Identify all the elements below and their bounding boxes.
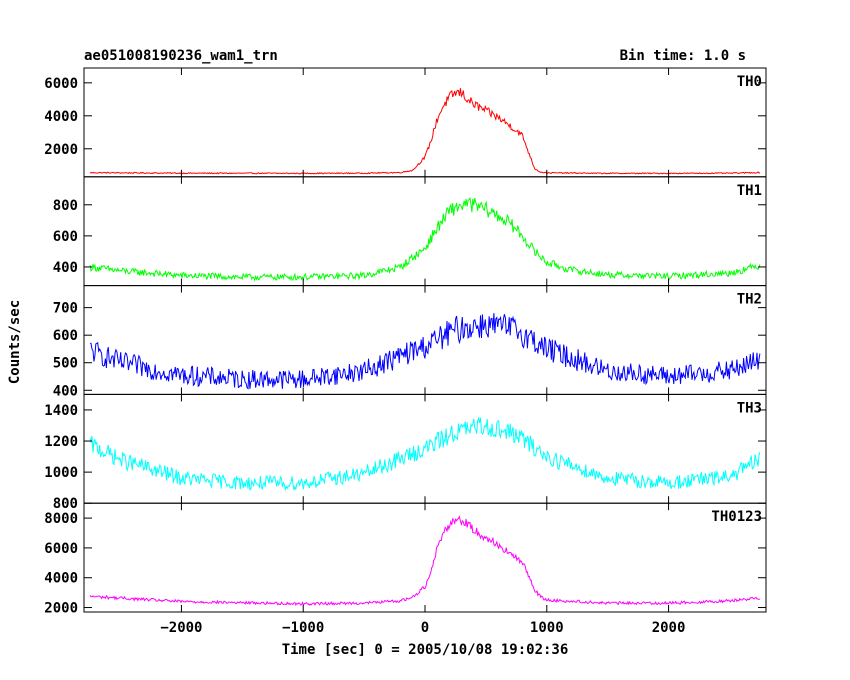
- x-tick-label: −2000: [160, 620, 202, 636]
- y-tick-label: 6000: [44, 541, 78, 557]
- panel-th1: 400 600 800 TH1: [53, 176, 767, 287]
- panel-th3: 800 1000 1200 1400 TH3: [44, 393, 767, 512]
- y-tick-label: 400: [53, 383, 78, 399]
- y-tick-label: 8000: [44, 511, 78, 527]
- y-tick-label: 800: [53, 198, 78, 214]
- y-tick-label: 1400: [44, 403, 78, 419]
- series-th2: [90, 313, 761, 390]
- panel-frame: [83, 176, 767, 287]
- y-tick-label: 6000: [44, 76, 78, 92]
- series-th1: [89, 196, 761, 282]
- y-tick-label: 1000: [44, 465, 78, 481]
- panel-th0123: 2000 4000 6000 8000 TH0123: [44, 502, 767, 617]
- panel-label: TH3: [737, 400, 762, 416]
- x-axis: −2000 −1000 0 1000 2000: [160, 620, 685, 636]
- y-tick-label: 4000: [44, 571, 78, 587]
- series-th3: [89, 416, 761, 492]
- panel-label: TH0: [737, 74, 762, 90]
- y-tick-label: 600: [53, 229, 78, 245]
- x-tick-label: 0: [421, 620, 429, 636]
- y-tick-label: 4000: [44, 109, 78, 125]
- panel-label: TH0123: [711, 509, 762, 525]
- series-th0123: [89, 515, 761, 607]
- y-tick-label: 2000: [44, 601, 78, 617]
- panels-group: 2000 4000 6000 TH0 400 600 800 TH1 400 500 600 700 T…: [44, 67, 767, 617]
- panel-th2: 400 500 600 700 TH2: [53, 285, 767, 399]
- panel-th0: 2000 4000 6000 TH0: [44, 67, 767, 178]
- y-tick-label: 1200: [44, 434, 78, 450]
- panel-frame: [83, 502, 767, 613]
- y-tick-label: 800: [53, 496, 78, 512]
- y-tick-label: 400: [53, 260, 78, 276]
- bin-time-label: Bin time: 1.0 s: [620, 48, 746, 64]
- x-tick-label: 2000: [652, 620, 686, 636]
- panel-frame: [83, 67, 767, 178]
- y-tick-label: 700: [53, 301, 78, 317]
- panel-label: TH2: [737, 292, 762, 308]
- x-axis-label: Time [sec] 0 = 2005/10/08 19:02:36: [282, 642, 569, 658]
- x-tick-label: −1000: [282, 620, 324, 636]
- panel-label: TH1: [737, 183, 762, 199]
- y-tick-label: 600: [53, 328, 78, 344]
- y-axis-label: Counts/sec: [7, 300, 23, 384]
- series-th0: [89, 88, 761, 175]
- y-tick-label: 500: [53, 356, 78, 372]
- x-tick-label: 1000: [530, 620, 564, 636]
- y-tick-label: 2000: [44, 142, 78, 158]
- chart-title: ae051008190236_wam1_trn: [84, 48, 278, 64]
